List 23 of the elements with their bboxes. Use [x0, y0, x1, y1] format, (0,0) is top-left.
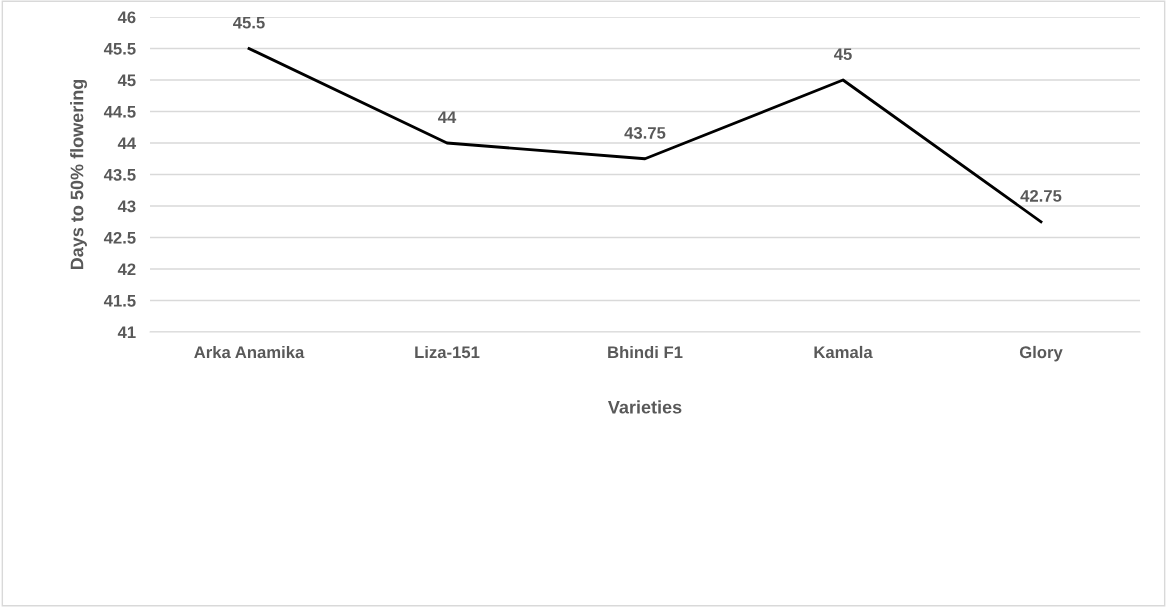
- data-label: 43.75: [624, 126, 666, 139]
- y-tick-label: 45.5: [103, 43, 136, 55]
- y-tick-label: 41.5: [103, 295, 136, 307]
- x-tick-label: Arka Anamika: [194, 345, 305, 359]
- y-tick-label: 45: [117, 74, 136, 87]
- x-tick-label: Glory: [1019, 345, 1063, 362]
- y-tick-label: 44: [117, 137, 137, 150]
- y-tick-label: 42.5: [103, 231, 136, 244]
- x-tick-label: Liza-151: [415, 345, 480, 359]
- y-tick-label: 46: [117, 11, 136, 24]
- data-label: 44: [437, 111, 457, 123]
- data-label: 42.75: [1020, 189, 1062, 202]
- data-label: 45: [833, 48, 852, 61]
- y-tick-label: 41: [117, 326, 136, 339]
- x-axis-title: Varieties: [607, 400, 682, 414]
- y-tick-label: 43: [117, 200, 136, 213]
- y-tick-label: 42: [117, 263, 136, 276]
- x-tick-label: Kamala: [814, 345, 873, 359]
- y-axis-title: Days to 50% flowering: [70, 79, 88, 270]
- y-tick-label: 44.5: [103, 106, 136, 118]
- data-label: 45.5: [233, 16, 265, 29]
- x-tick-label: Bhindi F1: [608, 345, 683, 359]
- y-tick-label: 43.5: [103, 168, 136, 181]
